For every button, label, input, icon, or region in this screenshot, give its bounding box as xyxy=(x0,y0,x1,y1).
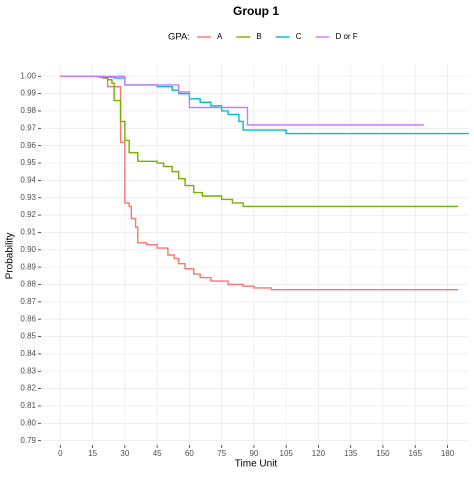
y-tick-label: 0.80 xyxy=(20,418,36,427)
y-tick-label: 0.79 xyxy=(20,436,36,445)
y-tick-label: 0.91 xyxy=(20,228,36,237)
y-tick-label: 0.98 xyxy=(20,106,36,115)
step-line xyxy=(60,75,459,291)
y-tick-label: 0.94 xyxy=(20,175,36,184)
y-tick-label: 0.99 xyxy=(20,89,36,98)
x-tick-label: 180 xyxy=(441,449,455,458)
y-axis-title: Probability xyxy=(5,233,16,280)
y-tick-label: 0.95 xyxy=(20,158,36,167)
x-tick-label: 45 xyxy=(153,449,162,458)
y-tick-label: 0.93 xyxy=(20,193,36,202)
y-tick-label: 0.90 xyxy=(20,245,36,254)
y-tick-label: 0.92 xyxy=(20,210,36,219)
y-tick-label: 0.87 xyxy=(20,297,36,306)
y-tick-label: 0.96 xyxy=(20,141,36,150)
x-tick-label: 165 xyxy=(409,449,423,458)
y-tick-label: 0.97 xyxy=(20,123,36,132)
x-tick-label: 0 xyxy=(58,449,63,458)
y-tick-label: 0.89 xyxy=(20,262,36,271)
x-tick-label: 30 xyxy=(120,449,129,458)
legend-label: B xyxy=(256,32,261,41)
step-line xyxy=(60,75,469,135)
y-tick-label: 0.82 xyxy=(20,384,36,393)
x-tick-label: 105 xyxy=(280,449,294,458)
chart-title: Group 1 xyxy=(233,4,279,18)
x-tick-label: 90 xyxy=(249,449,258,458)
y-tick-label: 0.88 xyxy=(20,280,36,289)
x-tick-label: 75 xyxy=(217,449,226,458)
legend: A B C D or F xyxy=(197,32,358,41)
x-tick-label: 120 xyxy=(312,449,326,458)
y-tick-label: 0.84 xyxy=(20,349,36,358)
legend-label: D or F xyxy=(335,32,357,41)
x-tick-label: 135 xyxy=(344,449,358,458)
y-tick-label: 0.83 xyxy=(20,366,36,375)
y-tick-label: 0.85 xyxy=(20,332,36,341)
x-tick-label: 15 xyxy=(88,449,97,458)
y-tick-label: 1.00 xyxy=(20,71,36,80)
legend-label: A xyxy=(217,32,223,41)
x-axis-title: Time Unit xyxy=(235,459,278,470)
step-line xyxy=(60,75,459,208)
y-tick-label: 0.86 xyxy=(20,314,36,323)
y-tick-label: 0.81 xyxy=(20,401,36,410)
legend-title: GPA: xyxy=(168,32,190,43)
x-tick-label: 60 xyxy=(185,449,194,458)
x-tick-label: 150 xyxy=(376,449,390,458)
legend-label: C xyxy=(296,32,302,41)
step-line xyxy=(60,75,424,126)
